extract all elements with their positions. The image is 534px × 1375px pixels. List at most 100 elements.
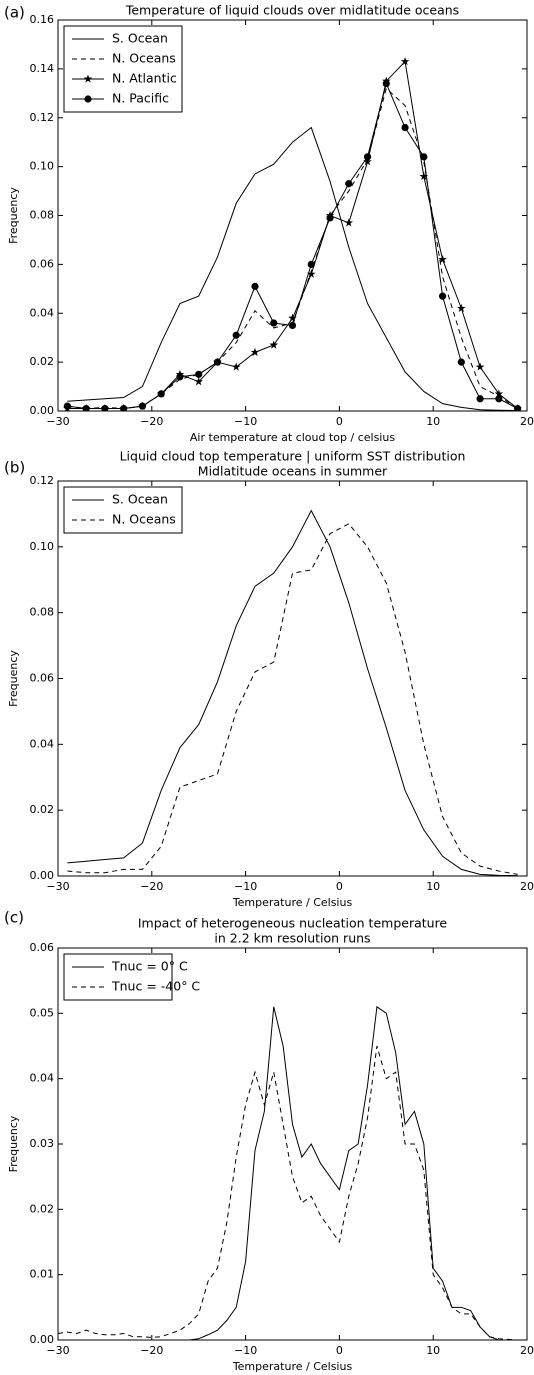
y-tick-label: 0.12 <box>30 474 55 487</box>
legend-label: N. Oceans <box>112 512 176 527</box>
x-tick-label: −30 <box>46 415 69 428</box>
y-tick-label: 0.04 <box>30 1072 55 1085</box>
legend-box <box>63 25 183 113</box>
x-tick-label: −10 <box>234 415 257 428</box>
marker <box>382 79 390 88</box>
x-axis-label: Temperature / Celsius <box>232 896 353 909</box>
plot-frame <box>57 947 528 1341</box>
marker <box>401 123 409 132</box>
marker <box>363 157 372 166</box>
y-tick-label: 0.06 <box>30 941 55 954</box>
x-tick-label: −30 <box>46 1344 69 1357</box>
panel: (b) Liquid cloud top temperature | unifor… <box>4 449 534 910</box>
marker <box>231 362 241 371</box>
legend: S. Ocean N. Oceans N. Atlantic N. Pacific <box>63 25 183 113</box>
y-axis-label: Frequency <box>7 1115 20 1172</box>
series-line <box>58 1005 527 1340</box>
x-tick-label: 20 <box>520 415 534 428</box>
marker <box>514 404 522 411</box>
y-tick-label: 0.00 <box>30 869 55 882</box>
legend-marker <box>83 74 93 83</box>
x-tick-label: 10 <box>426 1344 440 1357</box>
marker <box>363 153 372 161</box>
x-tick-label: 20 <box>520 880 534 893</box>
plot-frame <box>57 480 528 877</box>
y-tick-label: 0.03 <box>30 1137 55 1150</box>
marker <box>269 340 279 349</box>
panel: (c) Impact of heterogeneous nucleation te… <box>4 909 534 1374</box>
x-tick-label: −20 <box>140 415 163 428</box>
marker <box>306 269 316 278</box>
series-line <box>67 126 518 411</box>
y-tick-label: 0.08 <box>30 606 55 619</box>
marker <box>288 321 297 330</box>
marker <box>400 57 410 66</box>
y-tick-label: 0.02 <box>30 355 55 368</box>
chart-subtitle: Midlatitude oceans in summer <box>198 464 388 479</box>
series-line <box>58 1045 527 1340</box>
marker <box>250 347 260 356</box>
panel-label: (b) <box>4 459 25 477</box>
plot <box>58 1005 527 1340</box>
panel-label: (a) <box>4 4 25 22</box>
x-tick-label: 20 <box>520 1344 534 1357</box>
x-axis-label: Air temperature at cloud top / celsius <box>190 431 395 444</box>
marker <box>307 260 315 268</box>
marker <box>326 214 334 222</box>
marker <box>495 395 503 403</box>
marker <box>457 303 466 312</box>
y-tick-label: 0.02 <box>30 1202 55 1215</box>
x-tick-label: 0 <box>336 415 343 428</box>
panel-label: (c) <box>4 909 24 927</box>
y-tick-label: 0.00 <box>30 1333 55 1346</box>
legend-label: Tnuc = -40° C <box>111 979 200 994</box>
marker <box>82 404 90 411</box>
legend-marker <box>84 95 92 103</box>
marker <box>419 171 429 181</box>
marker <box>420 153 428 161</box>
plot-frame <box>57 19 528 412</box>
y-tick-label: 0.08 <box>30 209 55 222</box>
marker <box>176 373 184 381</box>
x-tick-label: −10 <box>234 1344 257 1357</box>
y-tick-label: 0.05 <box>30 1006 55 1019</box>
y-tick-label: 0.14 <box>30 62 55 75</box>
series-line <box>67 523 518 875</box>
y-axis-label: Frequency <box>7 650 20 707</box>
marker <box>195 370 203 378</box>
legend: Tnuc = 0° C Tnuc = -40° C <box>63 953 200 1001</box>
series-line <box>67 60 518 410</box>
y-tick-label: 0.10 <box>30 160 55 173</box>
legend-box <box>63 486 183 534</box>
x-tick-label: 10 <box>426 880 440 893</box>
x-tick-label: −20 <box>140 1344 163 1357</box>
marker <box>63 402 71 410</box>
marker <box>194 377 203 386</box>
marker <box>476 395 484 403</box>
marker <box>251 282 259 290</box>
x-axis-label: Temperature / Celsius <box>232 1360 353 1373</box>
marker <box>494 389 504 398</box>
plot <box>67 509 518 876</box>
plot <box>63 57 522 411</box>
y-tick-label: 0.04 <box>30 306 55 319</box>
y-tick-label: 0.01 <box>30 1268 55 1281</box>
marker <box>157 390 165 398</box>
marker <box>101 404 109 411</box>
legend-label: S. Ocean <box>112 492 168 507</box>
marker <box>475 362 485 371</box>
y-tick-label: 0.00 <box>30 404 55 417</box>
y-tick-label: 0.06 <box>30 257 55 270</box>
legend-label: S. Ocean <box>112 31 168 46</box>
chart-subtitle: in 2.2 km resolution runs <box>214 931 370 946</box>
y-tick-label: 0.10 <box>30 540 55 553</box>
marker <box>438 254 447 264</box>
panel: (a) Temperature of liquid clouds over mid… <box>4 3 534 445</box>
y-tick-label: 0.12 <box>30 111 55 124</box>
marker <box>120 404 128 411</box>
x-tick-label: 0 <box>336 1344 343 1357</box>
marker <box>345 180 353 188</box>
legend-label: N. Atlantic <box>112 71 177 86</box>
marker <box>344 218 354 227</box>
